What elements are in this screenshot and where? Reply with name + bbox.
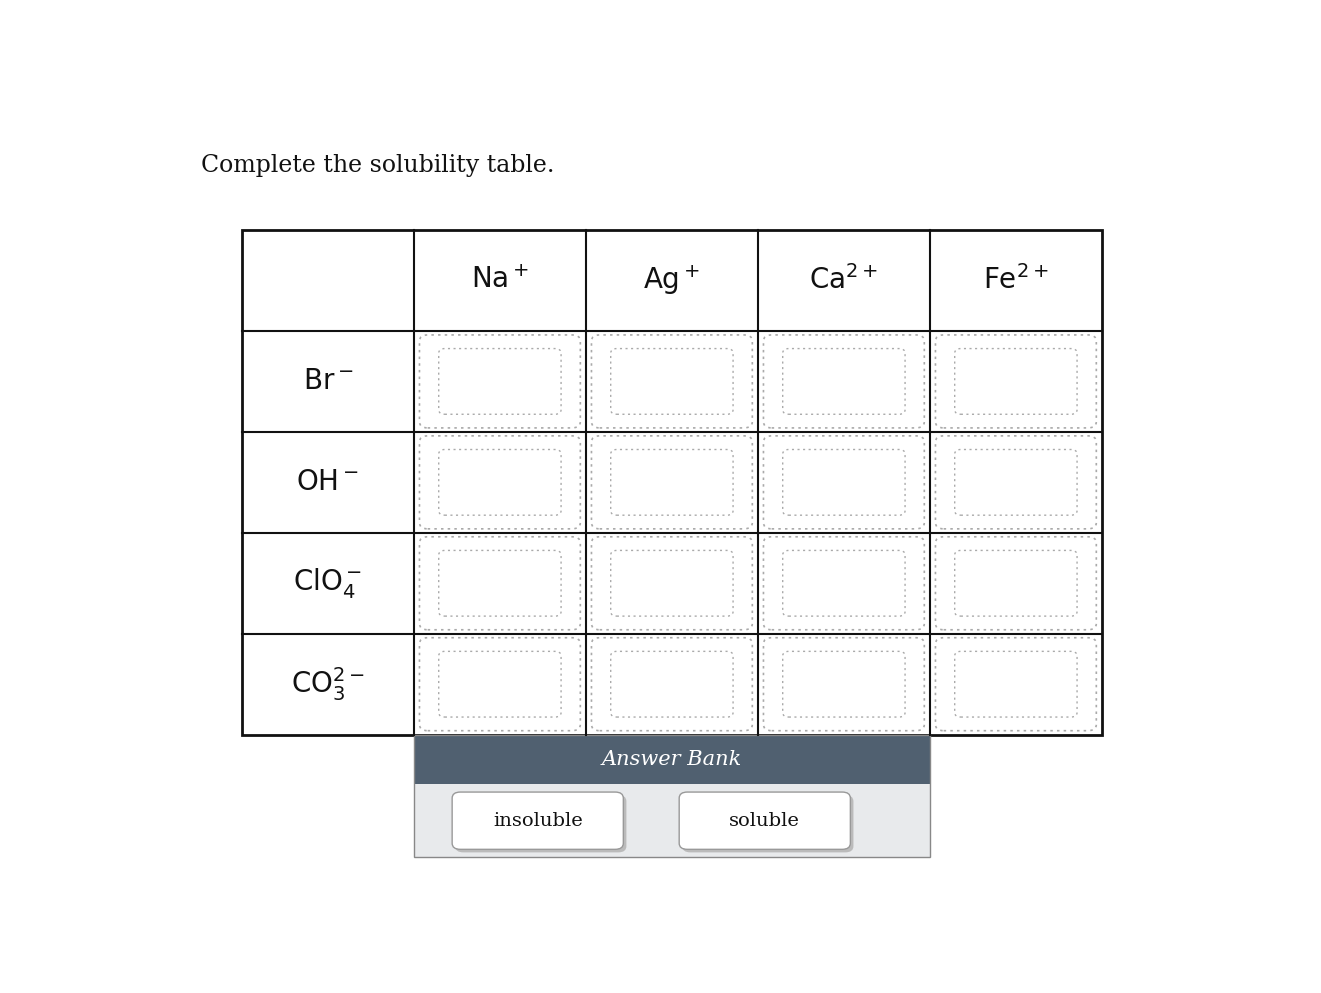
Text: Answer Bank: Answer Bank xyxy=(602,750,742,769)
FancyBboxPatch shape xyxy=(456,795,626,852)
Bar xyxy=(413,735,930,857)
Bar xyxy=(413,735,930,784)
Text: $\mathrm{Br^-}$: $\mathrm{Br^-}$ xyxy=(303,368,353,395)
FancyBboxPatch shape xyxy=(452,792,624,849)
Text: $\mathrm{Ag^+}$: $\mathrm{Ag^+}$ xyxy=(643,263,700,297)
Text: $\mathrm{OH^-}$: $\mathrm{OH^-}$ xyxy=(296,469,359,496)
Text: Complete the solubility table.: Complete the solubility table. xyxy=(201,154,555,177)
FancyBboxPatch shape xyxy=(679,792,851,849)
Text: $\mathrm{CO_3^{2-}}$: $\mathrm{CO_3^{2-}}$ xyxy=(291,665,365,703)
FancyBboxPatch shape xyxy=(682,795,853,852)
Bar xyxy=(242,230,1102,735)
Bar xyxy=(413,784,930,857)
Text: $\mathrm{ClO_4^-}$: $\mathrm{ClO_4^-}$ xyxy=(293,566,362,601)
Text: $\mathrm{Ca^{2+}}$: $\mathrm{Ca^{2+}}$ xyxy=(810,265,878,296)
Text: $\mathrm{Fe^{2+}}$: $\mathrm{Fe^{2+}}$ xyxy=(983,265,1049,296)
Text: $\mathrm{Na^+}$: $\mathrm{Na^+}$ xyxy=(470,266,528,294)
Text: soluble: soluble xyxy=(729,811,801,830)
Text: insoluble: insoluble xyxy=(493,811,583,830)
